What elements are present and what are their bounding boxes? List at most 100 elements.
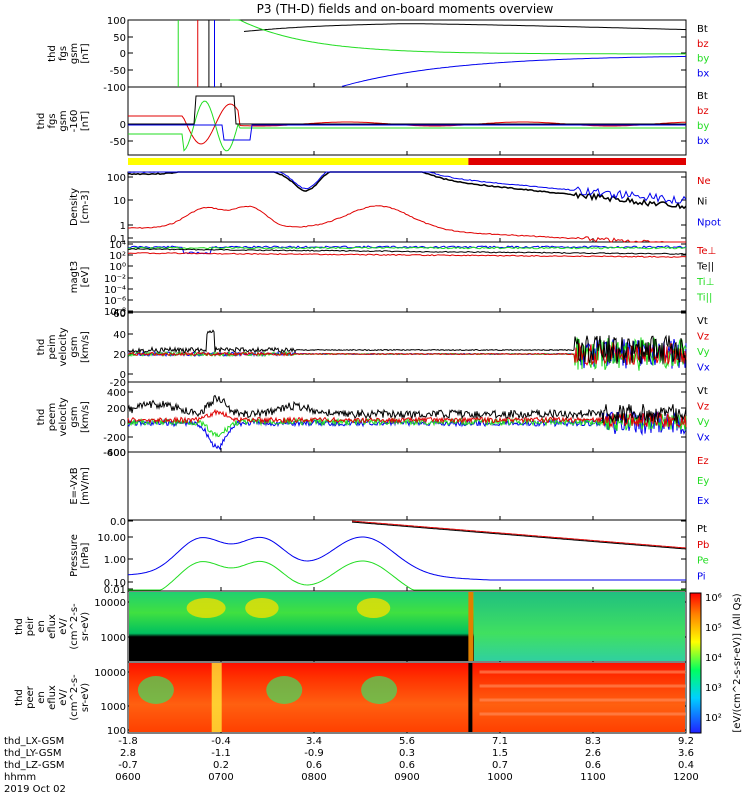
- axis-lz: 0.6: [306, 760, 322, 771]
- tick-label: 1: [120, 221, 126, 232]
- panel-ylabel: [nPa]: [80, 542, 91, 568]
- panel-ylabel: E=-VxB: [69, 467, 80, 504]
- series-pe: [128, 560, 686, 591]
- panel-ylabel: magt3: [69, 261, 80, 294]
- panel-ylabel: eV/: [58, 689, 69, 706]
- tick-label: 100: [107, 16, 126, 27]
- axis-lx: 9.2: [678, 736, 694, 747]
- panel-ylabel: sr-eV): [80, 612, 91, 641]
- tick-label: 10⁻²: [104, 274, 126, 285]
- panel-ylabel: eflux: [47, 685, 58, 710]
- axis-row-label: thd_LX-GSM: [4, 736, 64, 747]
- axis-time: 0800: [301, 772, 326, 783]
- legend-entry: Vz: [697, 332, 709, 343]
- series-ni: [127, 171, 687, 210]
- panel-ylabel: sr-eV): [80, 683, 91, 712]
- panel-ylabel: (cm^2-s-: [69, 603, 80, 650]
- panel-ylabel: gsm: [69, 336, 80, 357]
- legend-entry: Ey: [697, 476, 709, 487]
- series-vz-i: [127, 341, 687, 366]
- series-npot: [127, 171, 687, 205]
- tick-label: -50: [110, 137, 126, 148]
- panel-ylabel: thd: [36, 409, 47, 426]
- axis-time: 1100: [580, 772, 605, 783]
- series-by: [230, 19, 686, 55]
- legend-entry: Ne: [697, 176, 711, 187]
- axis-time: 1000: [487, 772, 512, 783]
- panel-ylabel: thd: [36, 339, 47, 356]
- panel-3: Density [cm-3] 100 10 1 0.1 Ne Ni Npot: [69, 171, 721, 245]
- electron-spectrogram: [129, 663, 686, 732]
- axis-lz: -0.7: [118, 760, 138, 771]
- panel-ylabel: peim: [47, 334, 58, 359]
- series-bx: [341, 55, 687, 87]
- legend-entry: bx: [697, 136, 709, 147]
- panel-ylabel: thd: [47, 45, 58, 62]
- legend-entry: Pb: [697, 540, 709, 551]
- tick-label: 10⁻⁸: [104, 307, 126, 318]
- tick-label: 10000: [94, 598, 126, 609]
- colorbar-tick: 10⁶: [705, 593, 722, 604]
- tick-label: 0.01: [104, 585, 126, 596]
- panel-ylabel: gsm: [58, 110, 69, 131]
- series-teperp: [127, 252, 687, 258]
- panel-ylabel: (cm^2-s-: [69, 674, 80, 721]
- legend-entry: Pi: [697, 571, 706, 582]
- axis-lz: 0.2: [213, 760, 229, 771]
- axis-row-label: 2019 Oct 02: [4, 784, 66, 795]
- panel-2: thd fgs gsm -160 [nT] 0 -50 Bt bz by bx: [36, 86, 709, 156]
- legend-entry: Ti||: [696, 293, 712, 304]
- axis-lx: -1.8: [118, 736, 138, 747]
- tick-label: 0.0: [110, 517, 126, 528]
- colorbar-tick: 10²: [705, 713, 722, 724]
- tick-label: 10: [113, 196, 126, 207]
- tick-label: 0: [120, 370, 126, 381]
- panel-ylabel: [nT]: [80, 111, 91, 131]
- legend-entry: Te⊥: [696, 246, 716, 257]
- legend-entry: Pe: [697, 556, 709, 567]
- tick-label: 1000: [101, 702, 126, 713]
- axis-lx: 7.1: [492, 736, 508, 747]
- mode-bar-fast: [468, 158, 686, 165]
- series-by2: [128, 100, 686, 152]
- ion-spectrogram: [129, 592, 685, 661]
- legend-entry: Te||: [696, 262, 714, 273]
- legend-entry: by: [697, 121, 709, 132]
- axis-time: 0600: [115, 772, 140, 783]
- series-pt: [351, 521, 687, 550]
- tick-label: 100: [107, 726, 126, 737]
- panel-7: E=-VxB [mV/m] Ez Ey Ex: [69, 451, 709, 521]
- series-vt-i: [127, 329, 687, 365]
- legend-entry: Ni: [697, 197, 707, 208]
- tick-label: 60: [113, 309, 126, 320]
- axis-ly: 3.6: [678, 748, 694, 759]
- tick-label: 10⁴: [109, 240, 126, 251]
- legend-entry: Vy: [697, 347, 710, 358]
- chart-title: P3 (TH-D) fields and on-board moments ov…: [257, 2, 554, 16]
- tick-label: 40: [113, 330, 126, 341]
- panel-ylabel: Pressure: [69, 534, 80, 577]
- tick-label: -200: [103, 433, 126, 444]
- tick-label: 10000: [94, 668, 126, 679]
- tick-label: 0: [120, 49, 126, 60]
- panel-8: Pressure [nPa] 0.0 10.00 1.00 0.100.01 Pt Pb Pe P…: [69, 517, 709, 596]
- axis-lz: 0.7: [492, 760, 508, 771]
- axis-ly: -0.9: [304, 748, 324, 759]
- mode-bar-slow: [128, 158, 469, 165]
- panel-ylabel: thd: [14, 689, 25, 706]
- panel-ylabel: en: [36, 620, 47, 633]
- axis-ly: -1.1: [211, 748, 231, 759]
- legend-entry: Vt: [697, 316, 708, 327]
- tick-label: -40: [110, 308, 126, 319]
- series-ti: [127, 245, 687, 255]
- legend-entry: Pt: [697, 524, 707, 535]
- tick-label: 10⁰: [109, 262, 126, 273]
- tick-label: 0: [120, 418, 126, 429]
- panel-ylabel: thd: [36, 113, 47, 130]
- panel-frame: [127, 86, 687, 156]
- tick-label: -400: [103, 448, 126, 459]
- tick-label: 1000: [101, 633, 126, 644]
- tick-label: 400: [107, 388, 126, 399]
